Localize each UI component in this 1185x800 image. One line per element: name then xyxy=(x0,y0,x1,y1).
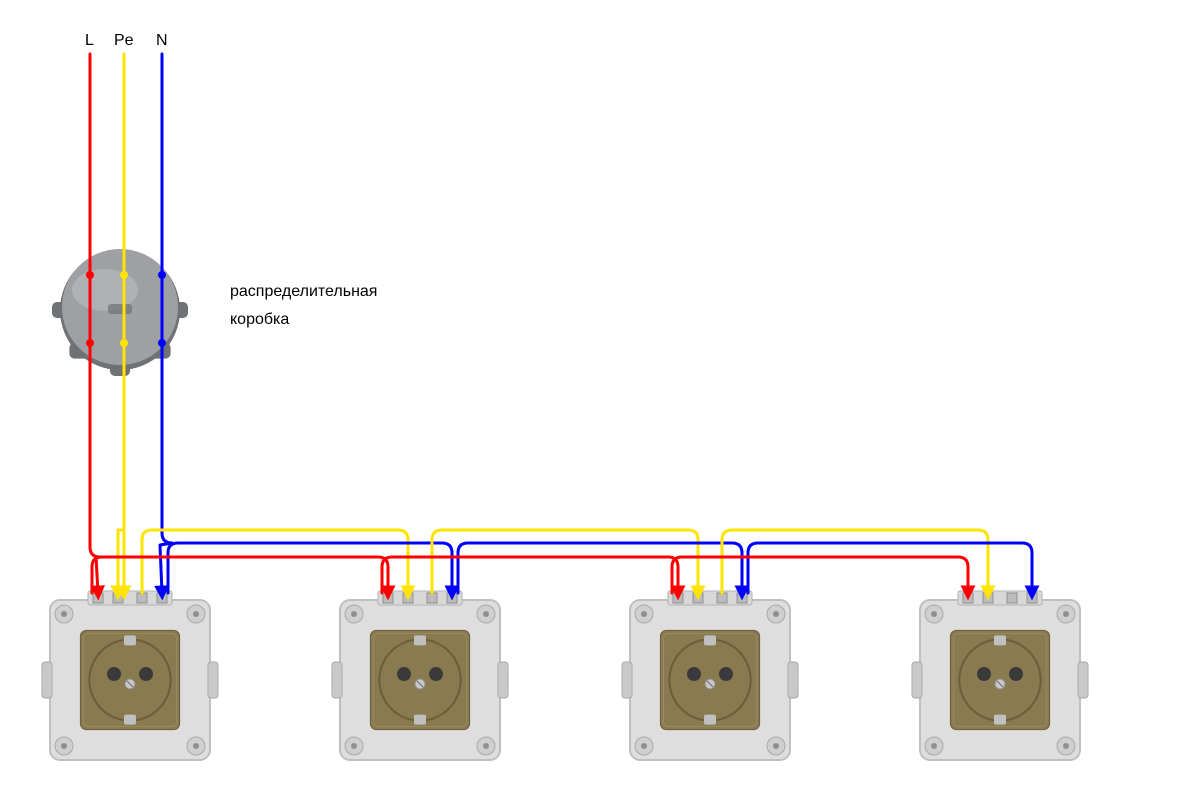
wire-label-l: L xyxy=(85,32,94,50)
socket-4 xyxy=(912,591,1088,760)
wiring-diagram xyxy=(0,0,1185,800)
socket-2 xyxy=(332,591,508,760)
junction-box-label: распределительная коробка xyxy=(230,278,377,334)
wire-label-pe: Pe xyxy=(114,32,134,50)
wire-label-n: N xyxy=(156,32,168,50)
socket-3 xyxy=(622,591,798,760)
socket-1 xyxy=(42,591,218,760)
junction-box-label-line1: распределительная xyxy=(230,283,377,300)
junction-box xyxy=(52,249,188,376)
junction-box-label-line2: коробка xyxy=(230,311,289,328)
wiring xyxy=(86,54,1032,593)
